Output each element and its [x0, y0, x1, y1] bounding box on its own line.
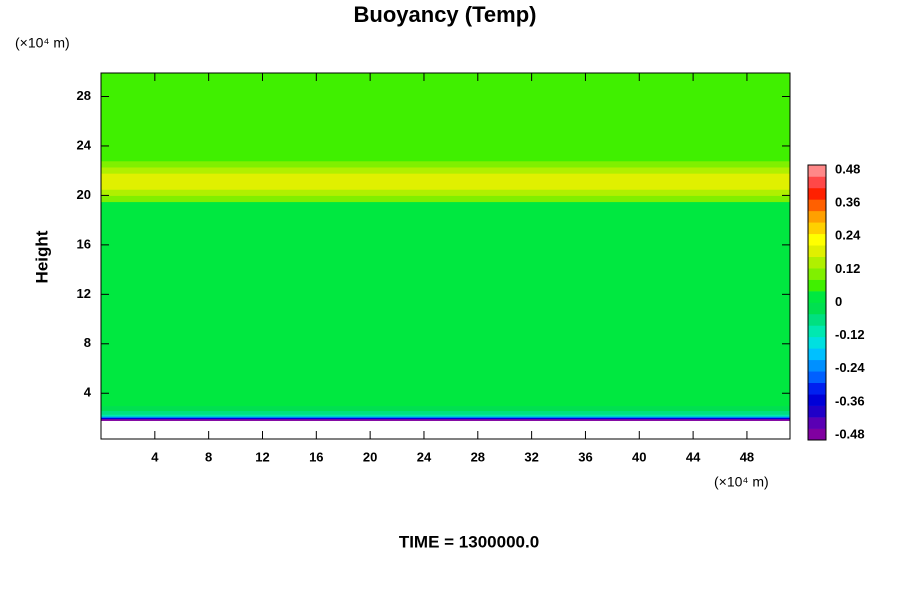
colorbar-cell	[808, 371, 826, 384]
colorbar-cell	[808, 222, 826, 235]
colorbar-cell	[808, 359, 826, 372]
y-tick-label: 16	[77, 236, 91, 251]
colorbar-cell	[808, 336, 826, 349]
colorbar-cell	[808, 348, 826, 361]
colorbar-label: 0.48	[835, 161, 860, 176]
band	[101, 166, 790, 174]
colorbar-label: 0.36	[835, 195, 860, 210]
colorbar-cell	[808, 256, 826, 269]
y-tick-label: 20	[77, 187, 91, 202]
colorbar-cell	[808, 405, 826, 418]
x-tick-label: 32	[524, 449, 538, 464]
chart-title: Buoyancy (Temp)	[354, 2, 537, 27]
colorbar-label: -0.36	[835, 393, 865, 408]
band	[101, 173, 790, 190]
colorbar-label: -0.12	[835, 327, 865, 342]
band	[101, 195, 790, 203]
colorbar-cell	[808, 176, 826, 189]
colorbar-label: 0.12	[835, 261, 860, 276]
band	[101, 414, 790, 417]
band	[101, 405, 790, 412]
footer: TIME = 1300000.0	[399, 532, 539, 551]
y-tick-label: 12	[77, 286, 91, 301]
band	[101, 73, 790, 90]
colorbar-label: 0.24	[835, 228, 861, 243]
band	[101, 312, 790, 407]
colorbar-cell	[808, 325, 826, 338]
band	[101, 296, 790, 314]
band	[101, 201, 790, 298]
band	[101, 410, 790, 415]
colorbar-cell	[808, 394, 826, 406]
x-tick-label: 12	[255, 449, 269, 464]
colorbar-cell	[808, 302, 826, 315]
colorbar-cell	[808, 165, 826, 177]
colorbar-cell	[808, 382, 826, 395]
band	[101, 416, 790, 418]
x-tick-label: 16	[309, 449, 323, 464]
y-tick-label: 4	[84, 385, 92, 400]
colorbar-cell	[808, 199, 826, 212]
colorbar-cell	[808, 210, 826, 223]
y-tick-label: 28	[77, 88, 91, 103]
x-tick-label: 24	[417, 449, 432, 464]
colorbar-label: 0	[835, 294, 842, 309]
band	[101, 418, 790, 421]
y-axis-label: Height	[32, 230, 51, 283]
colorbar-cell	[808, 291, 826, 303]
colorbar-cell	[808, 417, 826, 429]
colorbar-frame	[807, 164, 827, 441]
x-tick-label: 4	[151, 449, 159, 464]
colorbar-cell	[808, 245, 826, 257]
colorbar-cell	[808, 187, 826, 200]
x-tick-label: 40	[632, 449, 646, 464]
x-tick-label: 28	[471, 449, 485, 464]
x-tick-label: 20	[363, 449, 377, 464]
colorbar-cell	[808, 279, 826, 292]
y-unit-label: (×10⁴ m)	[15, 35, 70, 51]
colorbar-label: -0.48	[835, 426, 865, 441]
x-tick-label: 36	[578, 449, 592, 464]
colorbar-cell	[808, 268, 826, 280]
band	[101, 417, 790, 420]
band	[101, 154, 790, 162]
colorbar-label: -0.24	[835, 360, 865, 375]
y-tick-label: 24	[77, 137, 92, 152]
colorbar-cell	[808, 428, 826, 441]
band	[101, 160, 790, 168]
y-tick-label: 8	[84, 335, 91, 350]
colorbar-cell	[808, 313, 826, 326]
band	[101, 189, 790, 196]
colorbar-cell	[808, 233, 826, 246]
x-tick-label: 48	[740, 449, 754, 464]
plot-frame	[100, 72, 791, 440]
x-unit-label: (×10⁴ m)	[714, 474, 769, 490]
x-tick-label: 44	[686, 449, 701, 464]
x-tick-label: 8	[205, 449, 212, 464]
band	[101, 89, 790, 156]
